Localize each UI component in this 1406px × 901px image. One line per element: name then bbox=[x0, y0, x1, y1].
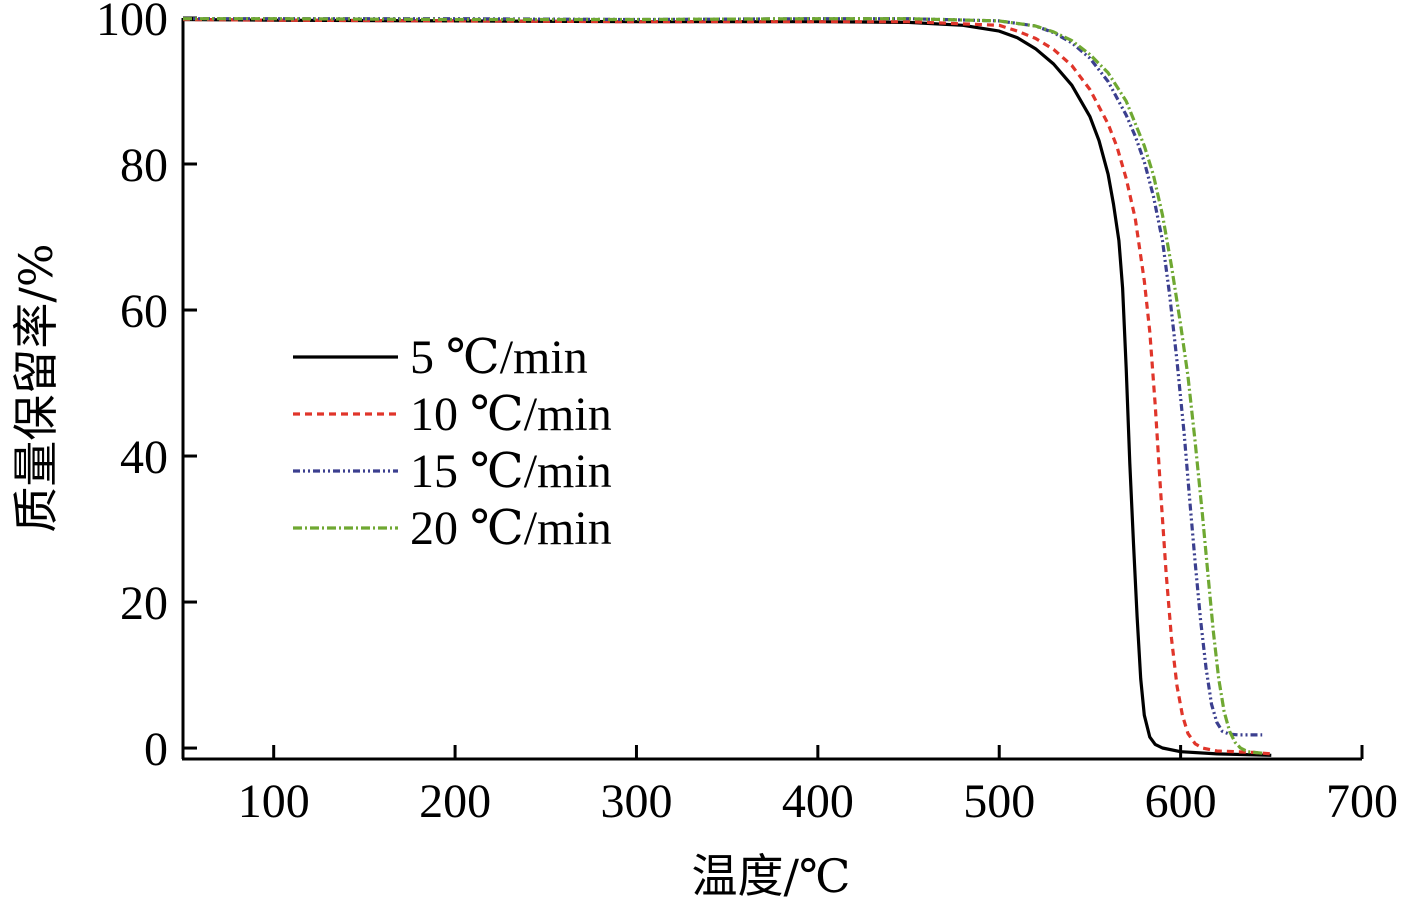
y-tick-label: 40 bbox=[120, 431, 168, 484]
x-tick-label: 600 bbox=[1145, 775, 1217, 828]
series-line-3 bbox=[183, 17, 1263, 737]
y-ticks: 0 20 40 60 80 100 bbox=[96, 0, 197, 776]
y-tick-label: 60 bbox=[120, 285, 168, 338]
legend-label-4: 20 ℃/min bbox=[410, 502, 612, 555]
x-axis-title: 温度/℃ bbox=[692, 849, 851, 901]
legend-label-2: 10 ℃/min bbox=[410, 388, 612, 441]
series-line-2 bbox=[182, 17, 1272, 756]
legend-label-1: 5 ℃/min bbox=[410, 331, 588, 384]
y-tick-label: 80 bbox=[120, 139, 168, 192]
x-tick-label: 500 bbox=[963, 775, 1035, 828]
x-tick-label: 100 bbox=[238, 775, 310, 828]
y-axis-title: 质量保留率/% bbox=[9, 243, 63, 532]
y-tick-label: 0 bbox=[144, 723, 168, 776]
x-tick-label: 200 bbox=[419, 775, 491, 828]
y-tick-label: 20 bbox=[120, 577, 168, 630]
series-line-1 bbox=[182, 17, 1272, 757]
y-tick-label: 100 bbox=[96, 0, 168, 46]
x-tick-label: 300 bbox=[600, 775, 672, 828]
x-tick-label: 400 bbox=[782, 775, 854, 828]
legend-label-3: 15 ℃/min bbox=[410, 445, 612, 498]
plot-frame bbox=[181, 18, 1362, 761]
series-layer bbox=[182, 17, 1272, 757]
x-tick-label: 700 bbox=[1326, 775, 1398, 828]
series-line-4 bbox=[183, 17, 1263, 755]
x-ticks: 100 200 300 400 500 600 700 bbox=[238, 745, 1398, 828]
